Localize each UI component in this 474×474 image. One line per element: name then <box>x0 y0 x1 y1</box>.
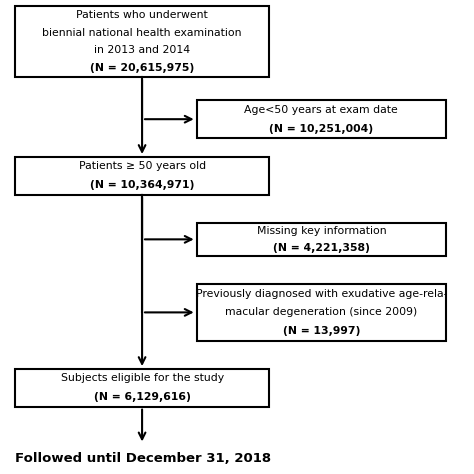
Text: Patients who underwent: Patients who underwent <box>76 10 208 20</box>
Text: (N = 10,364,971): (N = 10,364,971) <box>90 180 194 190</box>
Text: Age<50 years at exam date: Age<50 years at exam date <box>245 105 398 115</box>
FancyBboxPatch shape <box>15 157 269 195</box>
Text: (N = 4,221,358): (N = 4,221,358) <box>273 243 370 253</box>
Text: Previously diagnosed with exudative age-rela-: Previously diagnosed with exudative age-… <box>196 289 447 299</box>
FancyBboxPatch shape <box>197 223 446 256</box>
Text: macular degeneration (since 2009): macular degeneration (since 2009) <box>225 308 418 318</box>
Text: (N = 6,129,616): (N = 6,129,616) <box>94 392 191 402</box>
Text: Missing key information: Missing key information <box>256 226 386 236</box>
Text: Subjects eligible for the study: Subjects eligible for the study <box>61 374 224 383</box>
Text: in 2013 and 2014: in 2013 and 2014 <box>94 46 190 55</box>
Text: (N = 13,997): (N = 13,997) <box>283 326 360 336</box>
Text: (N = 10,251,004): (N = 10,251,004) <box>269 124 374 134</box>
Text: Followed until December 31, 2018: Followed until December 31, 2018 <box>15 452 271 465</box>
FancyBboxPatch shape <box>197 284 446 341</box>
FancyBboxPatch shape <box>15 369 269 407</box>
FancyBboxPatch shape <box>197 100 446 138</box>
Text: biennial national health examination: biennial national health examination <box>42 27 242 37</box>
Text: Patients ≥ 50 years old: Patients ≥ 50 years old <box>79 161 206 171</box>
Text: (N = 20,615,975): (N = 20,615,975) <box>90 63 194 73</box>
FancyBboxPatch shape <box>15 6 269 77</box>
